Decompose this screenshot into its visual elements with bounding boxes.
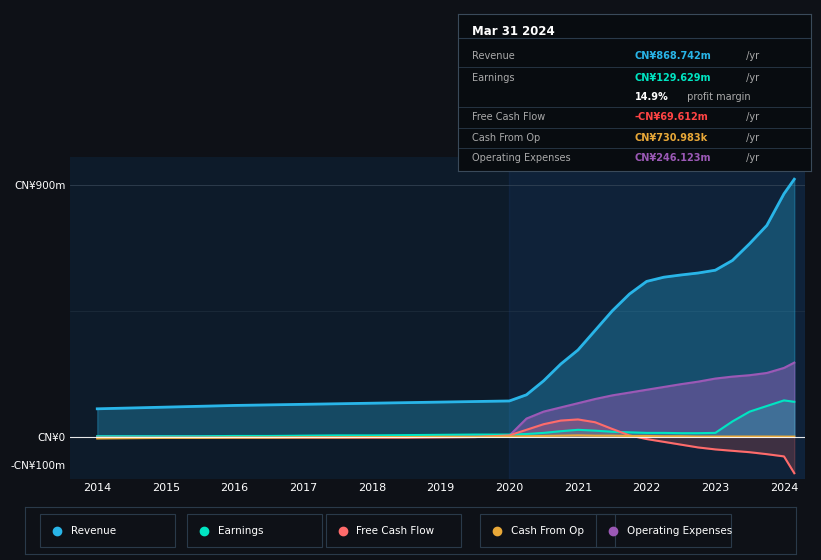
Text: Cash From Op: Cash From Op bbox=[511, 526, 584, 535]
Text: Operating Expenses: Operating Expenses bbox=[626, 526, 732, 535]
Text: /yr: /yr bbox=[743, 52, 759, 62]
Text: Revenue: Revenue bbox=[472, 52, 515, 62]
Text: CN¥868.742m: CN¥868.742m bbox=[635, 52, 711, 62]
Text: /yr: /yr bbox=[743, 73, 759, 83]
Bar bbox=[509, 157, 805, 479]
Text: CN¥246.123m: CN¥246.123m bbox=[635, 153, 711, 164]
Text: Free Cash Flow: Free Cash Flow bbox=[472, 113, 545, 123]
Text: Operating Expenses: Operating Expenses bbox=[472, 153, 571, 164]
Text: Earnings: Earnings bbox=[218, 526, 263, 535]
Text: Mar 31 2024: Mar 31 2024 bbox=[472, 25, 555, 38]
Text: -CN¥69.612m: -CN¥69.612m bbox=[635, 113, 709, 123]
Text: Earnings: Earnings bbox=[472, 73, 515, 83]
Text: CN¥129.629m: CN¥129.629m bbox=[635, 73, 711, 83]
Text: CN¥730.983k: CN¥730.983k bbox=[635, 133, 708, 143]
Text: /yr: /yr bbox=[743, 153, 759, 164]
Text: /yr: /yr bbox=[743, 133, 759, 143]
Text: /yr: /yr bbox=[743, 113, 759, 123]
Text: Revenue: Revenue bbox=[71, 526, 116, 535]
Text: profit margin: profit margin bbox=[684, 92, 750, 102]
Text: Free Cash Flow: Free Cash Flow bbox=[356, 526, 434, 535]
Text: 14.9%: 14.9% bbox=[635, 92, 668, 102]
Text: Cash From Op: Cash From Op bbox=[472, 133, 540, 143]
